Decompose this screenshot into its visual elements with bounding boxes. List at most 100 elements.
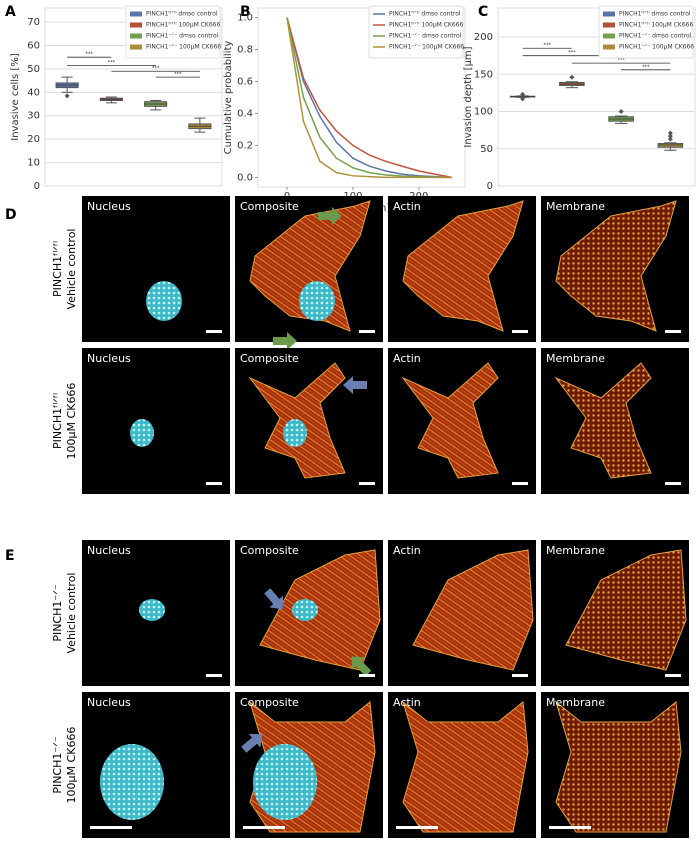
scale-bar [665,674,681,677]
cell-shape [555,200,677,332]
flier [64,93,70,99]
cell-title: Actin [393,352,421,365]
legend-label: PINCH1⁻ᐟ⁻ 100μM CK666 [619,44,694,51]
significance-label: *** [108,60,116,66]
scale-bar [359,674,375,677]
plot-frame [257,7,466,188]
flier [569,74,575,80]
legend-label: PINCH1⁻ᐟ⁻ 100μM CK666 [146,44,221,51]
nucleus [146,281,182,321]
y-tick-label: 0.0 [237,172,253,183]
y-tick-label: 200 [474,32,493,43]
image-cell: Nucleus [82,348,230,494]
panel-letter: D [5,207,17,223]
scale-bar [549,826,591,829]
scale-bar [512,674,528,677]
scale-bar [206,330,222,333]
y-axis-label: Cumulative probability [223,41,234,155]
image-cell: Composite [235,348,383,494]
y-tick-label: 30 [27,111,40,122]
cell-title: Composite [240,696,299,709]
y-tick-label: 50 [27,64,40,75]
image-cell: Membrane [541,540,689,686]
y-tick-label: 40 [27,87,40,98]
cell-shape [402,200,524,332]
panel-letter: E [5,548,15,564]
row-label: Vehicle control [65,229,78,310]
nucleus [100,744,164,820]
row-label: PINCH1⁻ᐟ⁻ [51,736,64,794]
scale-bar [243,826,285,829]
legend-label: PINCH1⁻ᐟ⁻ dmso control [619,33,692,40]
image-cell: Membrane [541,692,689,838]
scale-bar [665,482,681,485]
line [286,17,452,179]
row-label: PINCH1⁻ᐟ⁻ [51,584,64,642]
image-cell: Composite [235,196,383,350]
legend-label: PINCH1ᶠˡᐟᶠˡ dmso control [619,11,691,18]
image-cell: Membrane [541,348,689,494]
image-cell: Composite [235,540,383,686]
flier [520,96,526,102]
image-background [82,348,230,494]
nucleus [292,599,318,621]
y-tick-label: 10 [27,158,40,169]
legend-swatch [603,33,615,39]
flier [667,133,673,139]
y-tick-label: 0.8 [237,45,253,56]
line [286,17,452,179]
legend-label: PINCH1ᶠˡᐟᶠˡ 100μM CK666 [619,22,694,29]
scale-bar [90,826,132,829]
scale-bar [206,482,222,485]
legend-label: PINCH1⁻ᐟ⁻ dmso control [389,33,462,40]
arrow [264,588,284,610]
nucleus [139,599,165,621]
significance-label: *** [86,52,94,58]
legend-swatch [130,44,142,50]
legend-swatch [603,11,615,17]
row-label: 100μM CK666 [65,727,78,804]
legend-label: PINCH1ᶠˡᐟᶠˡ 100μM CK666 [146,22,221,29]
y-tick-label: 60 [27,40,40,51]
significance-label: *** [174,72,182,78]
image-cell: Actin [388,540,536,686]
cell-shape [249,200,371,332]
image-cell: Actin [388,196,536,342]
y-tick-label: 70 [27,17,40,28]
cell-title: Actin [393,200,421,213]
image-background [82,196,230,342]
line [286,17,452,179]
scale-bar [665,330,681,333]
image-cell: Nucleus [82,692,230,838]
significance-label: *** [642,64,650,70]
cell-title: Composite [240,544,299,557]
flier [520,91,526,97]
image-cell: Composite [235,692,383,838]
panel-letter: C [478,4,488,20]
cell-title: Actin [393,544,421,557]
cell-shape [401,362,499,479]
legend-swatch [603,22,615,28]
cell-title: Nucleus [87,352,131,365]
y-axis-label: Invasion depth [μm] [463,46,474,147]
panel-letter: A [5,4,16,20]
cell-title: Nucleus [87,544,131,557]
legend-label: PINCH1⁻ᐟ⁻ 100μM CK666 [389,44,464,51]
cell-title: Membrane [546,544,605,557]
legend-swatch [130,11,142,17]
scale-bar [206,674,222,677]
y-tick-label: 150 [474,69,493,80]
significance-label: *** [568,50,576,56]
cell-shape [555,700,682,833]
scale-bar [512,330,528,333]
y-tick-label: 50 [480,144,493,155]
flier [667,136,673,142]
arrow [343,376,367,394]
nucleus [253,744,317,820]
cell-title: Membrane [546,696,605,709]
cell-title: Composite [240,200,299,213]
y-tick-label: 1.0 [237,13,253,24]
cell-shape [565,549,687,671]
flier [618,109,624,115]
